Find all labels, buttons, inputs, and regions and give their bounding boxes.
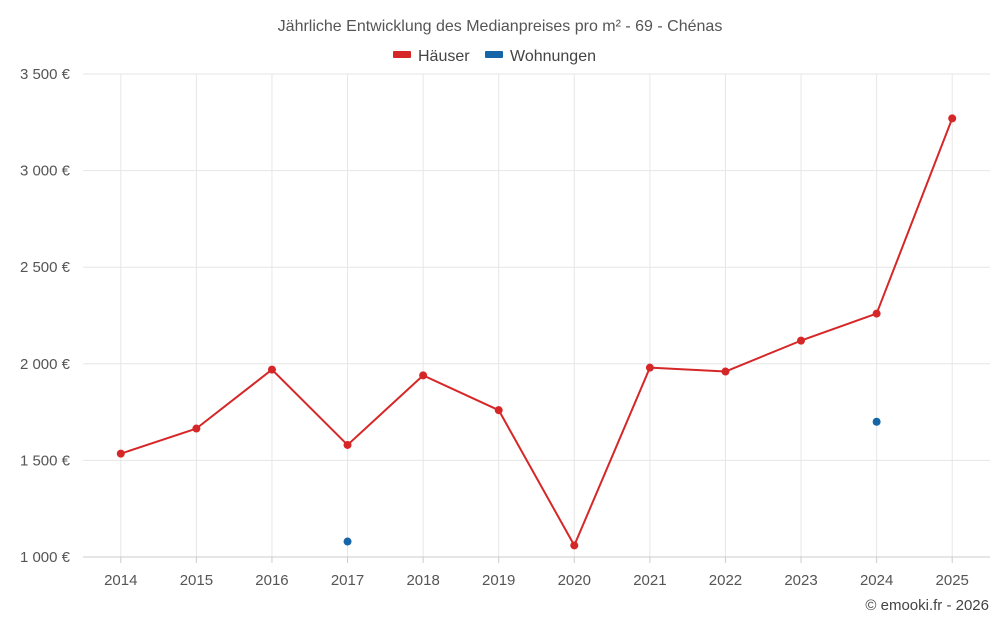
- x-tick-label: 2015: [180, 572, 213, 589]
- y-tick-label: 3 000 €: [20, 163, 71, 180]
- x-tick-label: 2018: [406, 572, 439, 589]
- data-point-houses[interactable]: [645, 363, 654, 372]
- data-point-houses[interactable]: [116, 449, 125, 458]
- data-point-apartments[interactable]: [343, 537, 352, 546]
- credit-text: © emooki.fr - 2026: [865, 597, 989, 614]
- legend-label-apartments[interactable]: Wohnungen: [510, 48, 596, 65]
- y-tick-label: 2 000 €: [20, 356, 71, 373]
- plot-area: [116, 114, 957, 550]
- x-tick-label: 2017: [331, 572, 364, 589]
- series-line-houses: [120, 118, 954, 547]
- x-tick-label: 2024: [860, 572, 893, 589]
- data-point-apartments[interactable]: [872, 417, 881, 426]
- y-tick-label: 3 500 €: [20, 66, 71, 83]
- x-tick-label: 2016: [255, 572, 288, 589]
- legend-swatch-houses[interactable]: [393, 51, 411, 58]
- chart-title: Jährliche Entwicklung des Medianpreises …: [278, 18, 723, 35]
- data-point-houses[interactable]: [419, 371, 428, 380]
- data-point-houses[interactable]: [570, 541, 579, 550]
- grid: [83, 73, 990, 557]
- x-tick-label: 2020: [558, 572, 591, 589]
- data-point-houses[interactable]: [267, 365, 276, 374]
- x-tick-label: 2014: [104, 572, 137, 589]
- data-point-houses[interactable]: [494, 406, 503, 415]
- data-point-houses[interactable]: [721, 367, 730, 376]
- x-axis: 2014 2015 2016 2017 2018 2019 2020 2021 2022 2023…: [83, 556, 990, 589]
- y-tick-label: 2 500 €: [20, 259, 71, 276]
- x-tick-label: 2019: [482, 572, 515, 589]
- x-tick-label: 2025: [936, 572, 969, 589]
- data-point-houses[interactable]: [192, 424, 201, 433]
- x-tick-label: 2023: [784, 572, 817, 589]
- x-tick-label: 2022: [709, 572, 742, 589]
- legend-swatch-apartments[interactable]: [485, 51, 503, 58]
- y-tick-label: 1 000 €: [20, 549, 71, 566]
- x-tick-label: 2021: [633, 572, 666, 589]
- legend: Häuser Wohnungen: [393, 48, 596, 65]
- legend-label-houses[interactable]: Häuser: [418, 48, 470, 65]
- y-tick-label: 1 500 €: [20, 452, 71, 469]
- data-point-houses[interactable]: [797, 336, 806, 345]
- y-axis: 1 000 € 1 500 € 2 000 € 2 500 € 3 000 € 3 500…: [20, 66, 71, 566]
- data-point-houses[interactable]: [343, 440, 352, 449]
- data-point-houses[interactable]: [872, 309, 881, 318]
- data-point-houses[interactable]: [948, 114, 957, 123]
